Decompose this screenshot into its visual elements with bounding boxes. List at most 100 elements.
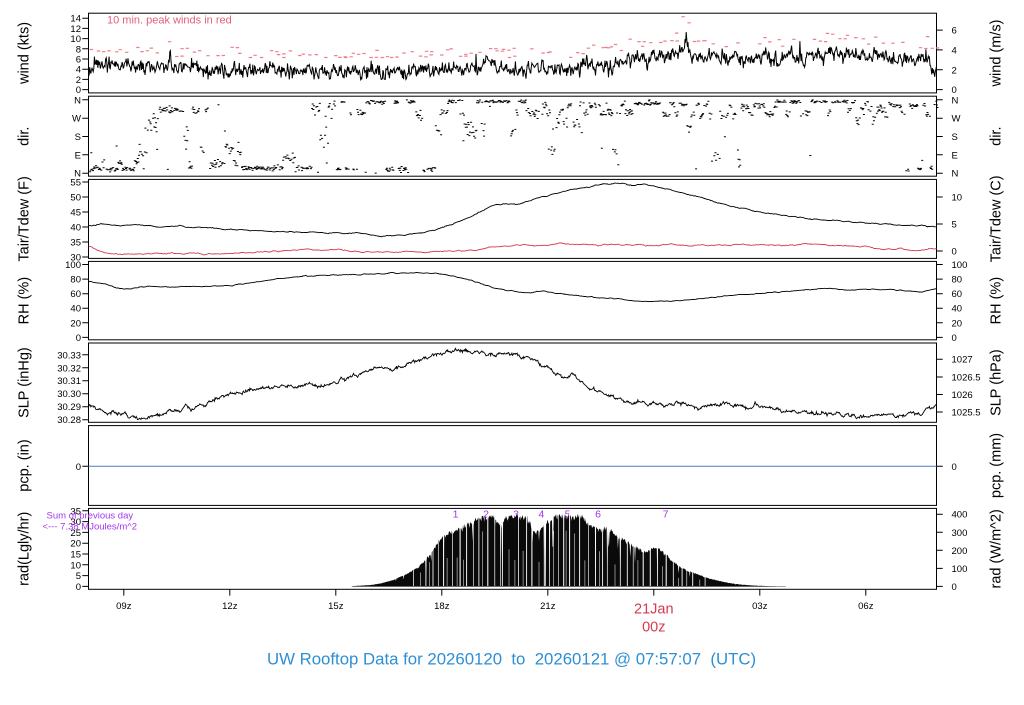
- svg-text:5: 5: [565, 509, 571, 521]
- svg-text:40: 40: [70, 304, 81, 315]
- svg-text:wind (kts): wind (kts): [17, 22, 33, 85]
- svg-text:W: W: [952, 114, 961, 125]
- svg-text:RH (%): RH (%): [989, 277, 1005, 325]
- svg-text:30.29: 30.29: [57, 402, 81, 413]
- svg-text:dir.: dir.: [17, 127, 33, 146]
- svg-text:300: 300: [952, 528, 968, 539]
- svg-text:12z: 12z: [222, 601, 238, 612]
- svg-text:0: 0: [76, 333, 81, 344]
- svg-text:rad(Lgly/hr): rad(Lgly/hr): [17, 512, 33, 586]
- svg-text:60: 60: [70, 289, 81, 300]
- svg-text:200: 200: [952, 546, 968, 557]
- svg-text:6: 6: [76, 55, 81, 66]
- svg-text:30.28: 30.28: [57, 415, 81, 426]
- svg-text:rad (W/m^2): rad (W/m^2): [989, 509, 1005, 588]
- svg-text:30: 30: [70, 517, 81, 528]
- svg-text:10: 10: [952, 193, 963, 204]
- svg-text:S: S: [75, 132, 81, 143]
- svg-text:400: 400: [952, 510, 968, 521]
- svg-text:10: 10: [70, 560, 81, 571]
- svg-text:W: W: [72, 114, 81, 125]
- svg-text:S: S: [952, 132, 958, 143]
- svg-text:pcp. (mm): pcp. (mm): [989, 433, 1005, 498]
- svg-text:03z: 03z: [752, 601, 768, 612]
- svg-text:0: 0: [952, 462, 957, 473]
- svg-text:35: 35: [70, 238, 81, 249]
- svg-text:4: 4: [538, 509, 544, 521]
- svg-text:45: 45: [70, 208, 81, 219]
- svg-text:8: 8: [76, 44, 81, 55]
- svg-text:100: 100: [952, 260, 968, 271]
- svg-text:18z: 18z: [434, 601, 450, 612]
- svg-text:10: 10: [70, 34, 81, 45]
- svg-text:06z: 06z: [858, 601, 874, 612]
- svg-text:20: 20: [70, 318, 81, 329]
- svg-text:4: 4: [952, 45, 957, 56]
- svg-text:0: 0: [952, 85, 957, 96]
- svg-text:30.31: 30.31: [57, 376, 81, 387]
- svg-text:UW Rooftop Data for 20260120: UW Rooftop Data for 20260120 to 20260121…: [267, 650, 756, 669]
- svg-text:09z: 09z: [116, 601, 132, 612]
- svg-text:4: 4: [76, 65, 81, 76]
- svg-text:21z: 21z: [540, 601, 556, 612]
- svg-text:55: 55: [70, 178, 81, 189]
- svg-text:2: 2: [76, 75, 81, 86]
- svg-text:N: N: [74, 169, 81, 180]
- svg-text:0: 0: [76, 85, 81, 96]
- svg-text:wind (m/s): wind (m/s): [989, 20, 1005, 88]
- svg-text:1025.5: 1025.5: [952, 408, 981, 419]
- svg-text:0: 0: [952, 333, 957, 344]
- svg-text:6: 6: [952, 26, 957, 37]
- svg-text:15z: 15z: [328, 601, 344, 612]
- svg-text:7: 7: [663, 509, 669, 521]
- svg-text:0: 0: [76, 582, 81, 593]
- svg-text:1027: 1027: [952, 355, 973, 366]
- svg-text:20: 20: [952, 318, 963, 329]
- svg-text:0: 0: [952, 247, 957, 258]
- svg-text:60: 60: [952, 289, 963, 300]
- svg-text:N: N: [952, 95, 959, 106]
- svg-text:30.32: 30.32: [57, 363, 81, 374]
- svg-text:pcp. (in): pcp. (in): [17, 439, 33, 491]
- svg-text:100: 100: [65, 260, 81, 271]
- svg-text:6: 6: [595, 509, 601, 521]
- svg-text:Tair/Tdew (F): Tair/Tdew (F): [17, 176, 33, 261]
- svg-text:0: 0: [952, 582, 957, 593]
- svg-text:SLP (hPa): SLP (hPa): [989, 349, 1005, 416]
- svg-text:40: 40: [70, 223, 81, 234]
- svg-text:2: 2: [952, 65, 957, 76]
- svg-text:<--- 7.38 MJoules/m^2: <--- 7.38 MJoules/m^2: [43, 522, 137, 533]
- svg-text:80: 80: [70, 275, 81, 286]
- svg-text:1: 1: [453, 509, 459, 521]
- svg-text:Sum of previous day: Sum of previous day: [47, 511, 134, 522]
- svg-text:25: 25: [70, 528, 81, 539]
- svg-text:80: 80: [952, 275, 963, 286]
- svg-text:1026.5: 1026.5: [952, 373, 981, 384]
- svg-text:RH (%): RH (%): [17, 277, 33, 325]
- svg-text:20: 20: [70, 539, 81, 550]
- svg-text:12: 12: [70, 24, 81, 35]
- svg-text:E: E: [75, 150, 81, 161]
- svg-text:50: 50: [70, 193, 81, 204]
- svg-text:100: 100: [952, 564, 968, 575]
- svg-text:5: 5: [952, 220, 957, 231]
- svg-text:30: 30: [70, 253, 81, 264]
- svg-text:5: 5: [76, 571, 81, 582]
- svg-text:0: 0: [76, 462, 81, 473]
- svg-text:Tair/Tdew (C): Tair/Tdew (C): [989, 175, 1005, 262]
- svg-text:10 min. peak winds in red: 10 min. peak winds in red: [107, 15, 232, 27]
- svg-text:30.33: 30.33: [57, 350, 81, 361]
- svg-text:35: 35: [70, 506, 81, 517]
- svg-text:dir.: dir.: [989, 127, 1005, 146]
- svg-text:30.30: 30.30: [57, 389, 81, 400]
- svg-text:21Jan: 21Jan: [634, 602, 674, 618]
- svg-text:N: N: [952, 169, 959, 180]
- svg-text:14: 14: [70, 14, 81, 25]
- svg-text:N: N: [74, 95, 81, 106]
- svg-text:00z: 00z: [642, 620, 665, 636]
- svg-text:E: E: [952, 150, 958, 161]
- svg-text:3: 3: [513, 509, 519, 521]
- svg-text:2: 2: [483, 509, 489, 521]
- svg-text:SLP (inHg): SLP (inHg): [17, 347, 33, 418]
- svg-text:1026: 1026: [952, 390, 973, 401]
